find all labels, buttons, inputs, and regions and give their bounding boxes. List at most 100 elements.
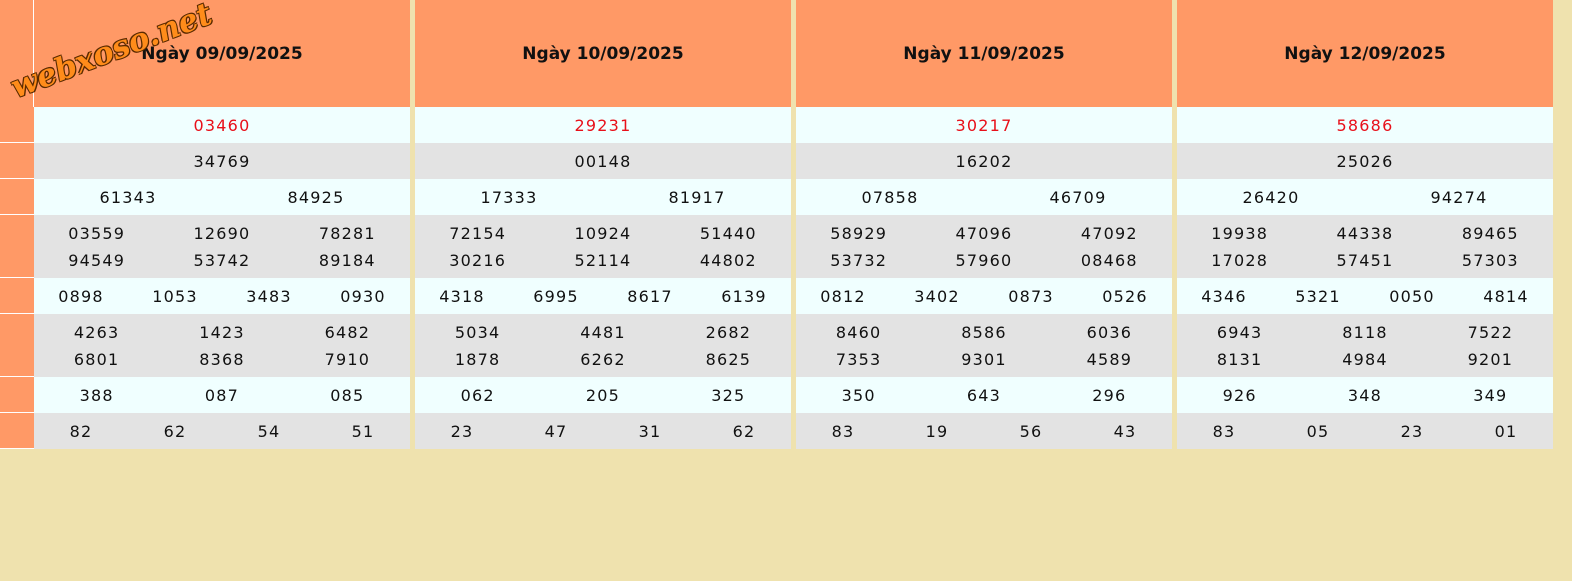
prize-number: 4814 [1483,286,1529,306]
prize-number: 643 [966,385,1002,405]
prize-number: 9301 [961,349,1007,369]
prize-number: 8625 [705,349,752,369]
prize-number: 31 [638,421,662,441]
prize-row: 83 19 56 43 [796,413,1172,449]
date-header: Ngày 09/09/2025 [34,0,410,107]
prize-number: 085 [330,385,365,405]
prize-number: 53742 [193,250,251,270]
prize-number: 03460 [193,115,251,135]
prize-number: 6139 [721,286,767,306]
prize-number: 26420 [1242,187,1300,207]
prize-number: 7522 [1467,322,1514,342]
prize-number: 6036 [1086,322,1133,342]
prize-number: 349 [1473,385,1508,405]
prize-number: 3483 [246,286,292,306]
prize-number: 58686 [1336,115,1394,135]
prize-number: 47092 [1080,223,1138,243]
prize-row: 350 643 296 [796,377,1172,413]
prize-row: 82 62 54 51 [34,413,410,449]
prize-number: 17333 [480,187,538,207]
prize-number: 25026 [1336,151,1394,171]
prize-row: 062 205 325 [415,377,791,413]
prize-row: 07858 46709 [796,179,1172,215]
prize-number: 17028 [1211,250,1269,270]
prize-number: 8586 [961,322,1007,342]
prize-number: 47 [544,421,568,441]
prize-number: 325 [711,385,746,405]
prize-number: 3402 [914,286,960,306]
prize-row: 30217 [796,107,1172,143]
prize-number: 00148 [574,151,632,171]
prize-number: 087 [204,385,240,405]
prize-number: 296 [1092,385,1127,405]
prize-number: 4263 [73,322,120,342]
prize-number: 61343 [99,187,157,207]
prize-number: 51440 [699,223,757,243]
prize-number: 30217 [955,115,1013,135]
prize-row: 72154 10924 51440 30216 52114 44802 [415,215,791,278]
prize-number: 6995 [533,286,579,306]
side-cell [0,278,34,314]
prize-number: 388 [79,385,114,405]
prize-number: 8131 [1216,349,1263,369]
prize-number: 82 [69,421,93,441]
prize-number: 0930 [340,286,386,306]
prize-number: 83 [831,421,855,441]
prize-number: 08468 [1080,250,1138,270]
prize-number: 54 [257,421,281,441]
prize-row: 23 47 31 62 [415,413,791,449]
prize-number: 8118 [1342,322,1388,342]
prize-row: 8460 8586 6036 7353 9301 4589 [796,314,1172,377]
prize-number: 07858 [861,187,919,207]
prize-number: 7910 [324,349,371,369]
prize-number: 4346 [1201,286,1247,306]
prize-number: 0526 [1102,286,1148,306]
prize-row: 19938 44338 89465 17028 57451 57303 [1177,215,1553,278]
prize-number: 62 [732,421,756,441]
prize-number: 44802 [699,250,757,270]
prize-number: 4589 [1086,349,1133,369]
prize-row: 03460 [34,107,410,143]
prize-number: 6482 [324,322,371,342]
prize-number: 46709 [1049,187,1107,207]
prize-number: 51 [351,421,375,441]
prize-row: 0812 3402 0873 0526 [796,278,1172,314]
prize-row: 58686 [1177,107,1553,143]
prize-number: 348 [1347,385,1383,405]
prize-number: 1053 [152,286,198,306]
prize-number: 0812 [820,286,866,306]
prize-number: 350 [841,385,876,405]
prize-number: 0873 [1008,286,1054,306]
prize-number: 23 [1400,421,1424,441]
prize-number: 0050 [1389,286,1435,306]
prize-number: 6943 [1216,322,1263,342]
prize-row: 29231 [415,107,791,143]
prize-number: 16202 [955,151,1013,171]
prize-number: 2682 [705,322,752,342]
prize-row: 17333 81917 [415,179,791,215]
prize-row: 25026 [1177,143,1553,179]
prize-number: 78281 [318,223,376,243]
prize-number: 8460 [835,322,882,342]
prize-number: 19 [925,421,949,441]
prize-number: 47096 [955,223,1013,243]
prize-number: 7353 [835,349,882,369]
prize-number: 58929 [830,223,888,243]
prize-row: 388 087 085 [34,377,410,413]
prize-number: 6262 [580,349,626,369]
prize-number: 94549 [68,250,126,270]
prize-row: 5034 4481 2682 1878 6262 8625 [415,314,791,377]
prize-number: 1878 [454,349,501,369]
prize-number: 56 [1019,421,1043,441]
prize-row: 0898 1053 3483 0930 [34,278,410,314]
prize-number: 0898 [58,286,104,306]
prize-number: 5321 [1295,286,1341,306]
prize-number: 01 [1494,421,1518,441]
side-cell [0,107,34,143]
prize-number: 8617 [627,286,673,306]
prize-number: 94274 [1430,187,1488,207]
date-header: Ngày 12/09/2025 [1177,0,1553,107]
side-cell [0,143,34,179]
prize-row: 03559 12690 78281 94549 53742 89184 [34,215,410,278]
